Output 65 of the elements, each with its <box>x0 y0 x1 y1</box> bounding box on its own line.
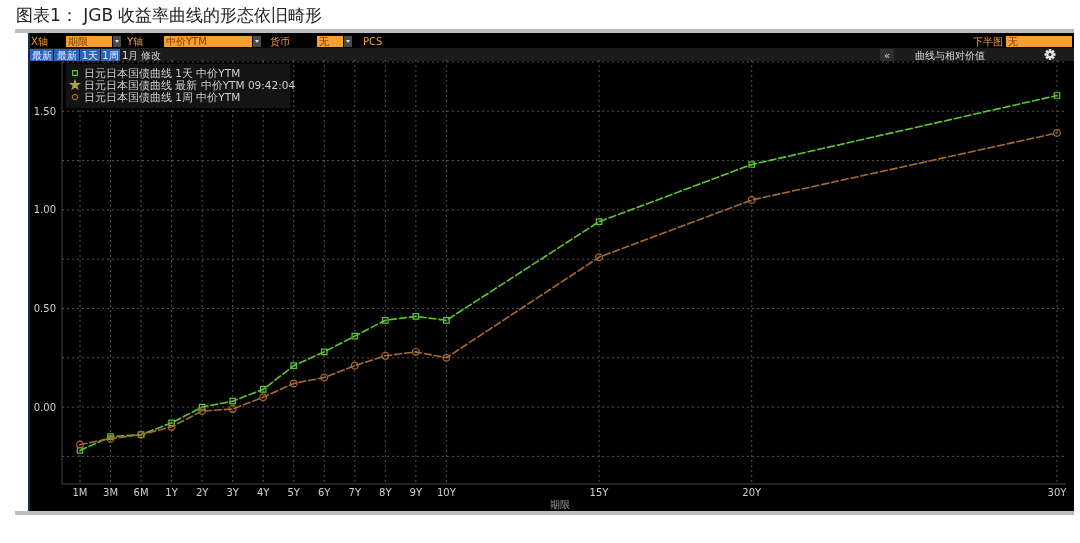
annotation: 1月 <box>122 49 139 61</box>
x-tick-label: 2Y <box>195 487 210 498</box>
x-tick-label: 6Y <box>318 487 332 498</box>
point <box>595 253 604 262</box>
point <box>168 419 175 427</box>
y-tick-label: 0.50 <box>33 302 56 314</box>
x-tick-label: 7Y <box>348 487 362 498</box>
text: PCS <box>363 36 383 47</box>
point <box>320 348 328 356</box>
point <box>76 447 84 454</box>
x-tick-label: 20Y <box>742 487 762 498</box>
y-tick-label: 1.00 <box>33 204 56 216</box>
legend-label: 日元日本国债曲线 最新 中价YTM 09:42:04 <box>84 78 296 91</box>
point <box>350 361 359 370</box>
point <box>595 218 603 226</box>
point <box>748 161 756 168</box>
point <box>228 405 237 414</box>
x-tick-label: 9Y <box>409 487 423 498</box>
text: 下半图 <box>973 36 1003 47</box>
point <box>259 386 267 393</box>
point <box>1053 92 1061 99</box>
text: 无 <box>319 36 329 47</box>
annotation: 修改 <box>141 49 161 61</box>
point <box>229 397 236 405</box>
point <box>412 313 420 320</box>
x-tick-label: 5Y <box>287 487 301 498</box>
y-tick-label: 0.00 <box>33 401 56 413</box>
text: Y轴 <box>126 36 144 47</box>
point <box>442 353 451 362</box>
x-tick-label: 30Y <box>1047 487 1068 498</box>
x-tick-label: 15Y <box>589 487 610 498</box>
point <box>76 440 84 449</box>
point <box>198 403 206 411</box>
point <box>320 373 329 382</box>
point <box>351 332 359 340</box>
x-tick-label: 10Y <box>436 487 457 498</box>
point <box>167 422 176 431</box>
point <box>747 196 756 204</box>
x-tick-label: 3Y <box>226 487 240 498</box>
text: X轴 <box>31 36 48 47</box>
point <box>290 362 298 370</box>
point <box>381 316 389 324</box>
point <box>381 351 390 360</box>
legend-label: 日元日本国债曲线 1周 中价YTM <box>84 90 241 103</box>
text: 中价YTM <box>166 36 207 47</box>
x-tick-label: 6M <box>133 487 149 498</box>
point <box>198 407 207 416</box>
point <box>289 379 298 388</box>
x-tick-label: 4Y <box>256 487 271 498</box>
x-tick-label: 1M <box>72 487 88 498</box>
x-tick-label: 1Y <box>165 487 179 498</box>
point <box>1053 128 1061 137</box>
point <box>259 393 268 402</box>
legend-label: 日元日本国债曲线 1天 中价YTM <box>84 66 241 79</box>
y-tick-label: 1.50 <box>33 105 56 117</box>
x-axis-title: 期限 <box>549 499 570 510</box>
chart-title: 图表1： JGB 收益率曲线的形态依旧畸形 <box>16 5 323 25</box>
text: 期限 <box>68 36 88 47</box>
x-tick-label: 3M <box>103 487 119 498</box>
x-tick-label: 8Y <box>379 487 393 498</box>
point <box>411 347 420 356</box>
text: 货币 <box>270 36 290 47</box>
text: 无 <box>1008 36 1018 47</box>
point <box>443 316 450 324</box>
annotation: 曲线与相对价值 <box>915 49 985 61</box>
